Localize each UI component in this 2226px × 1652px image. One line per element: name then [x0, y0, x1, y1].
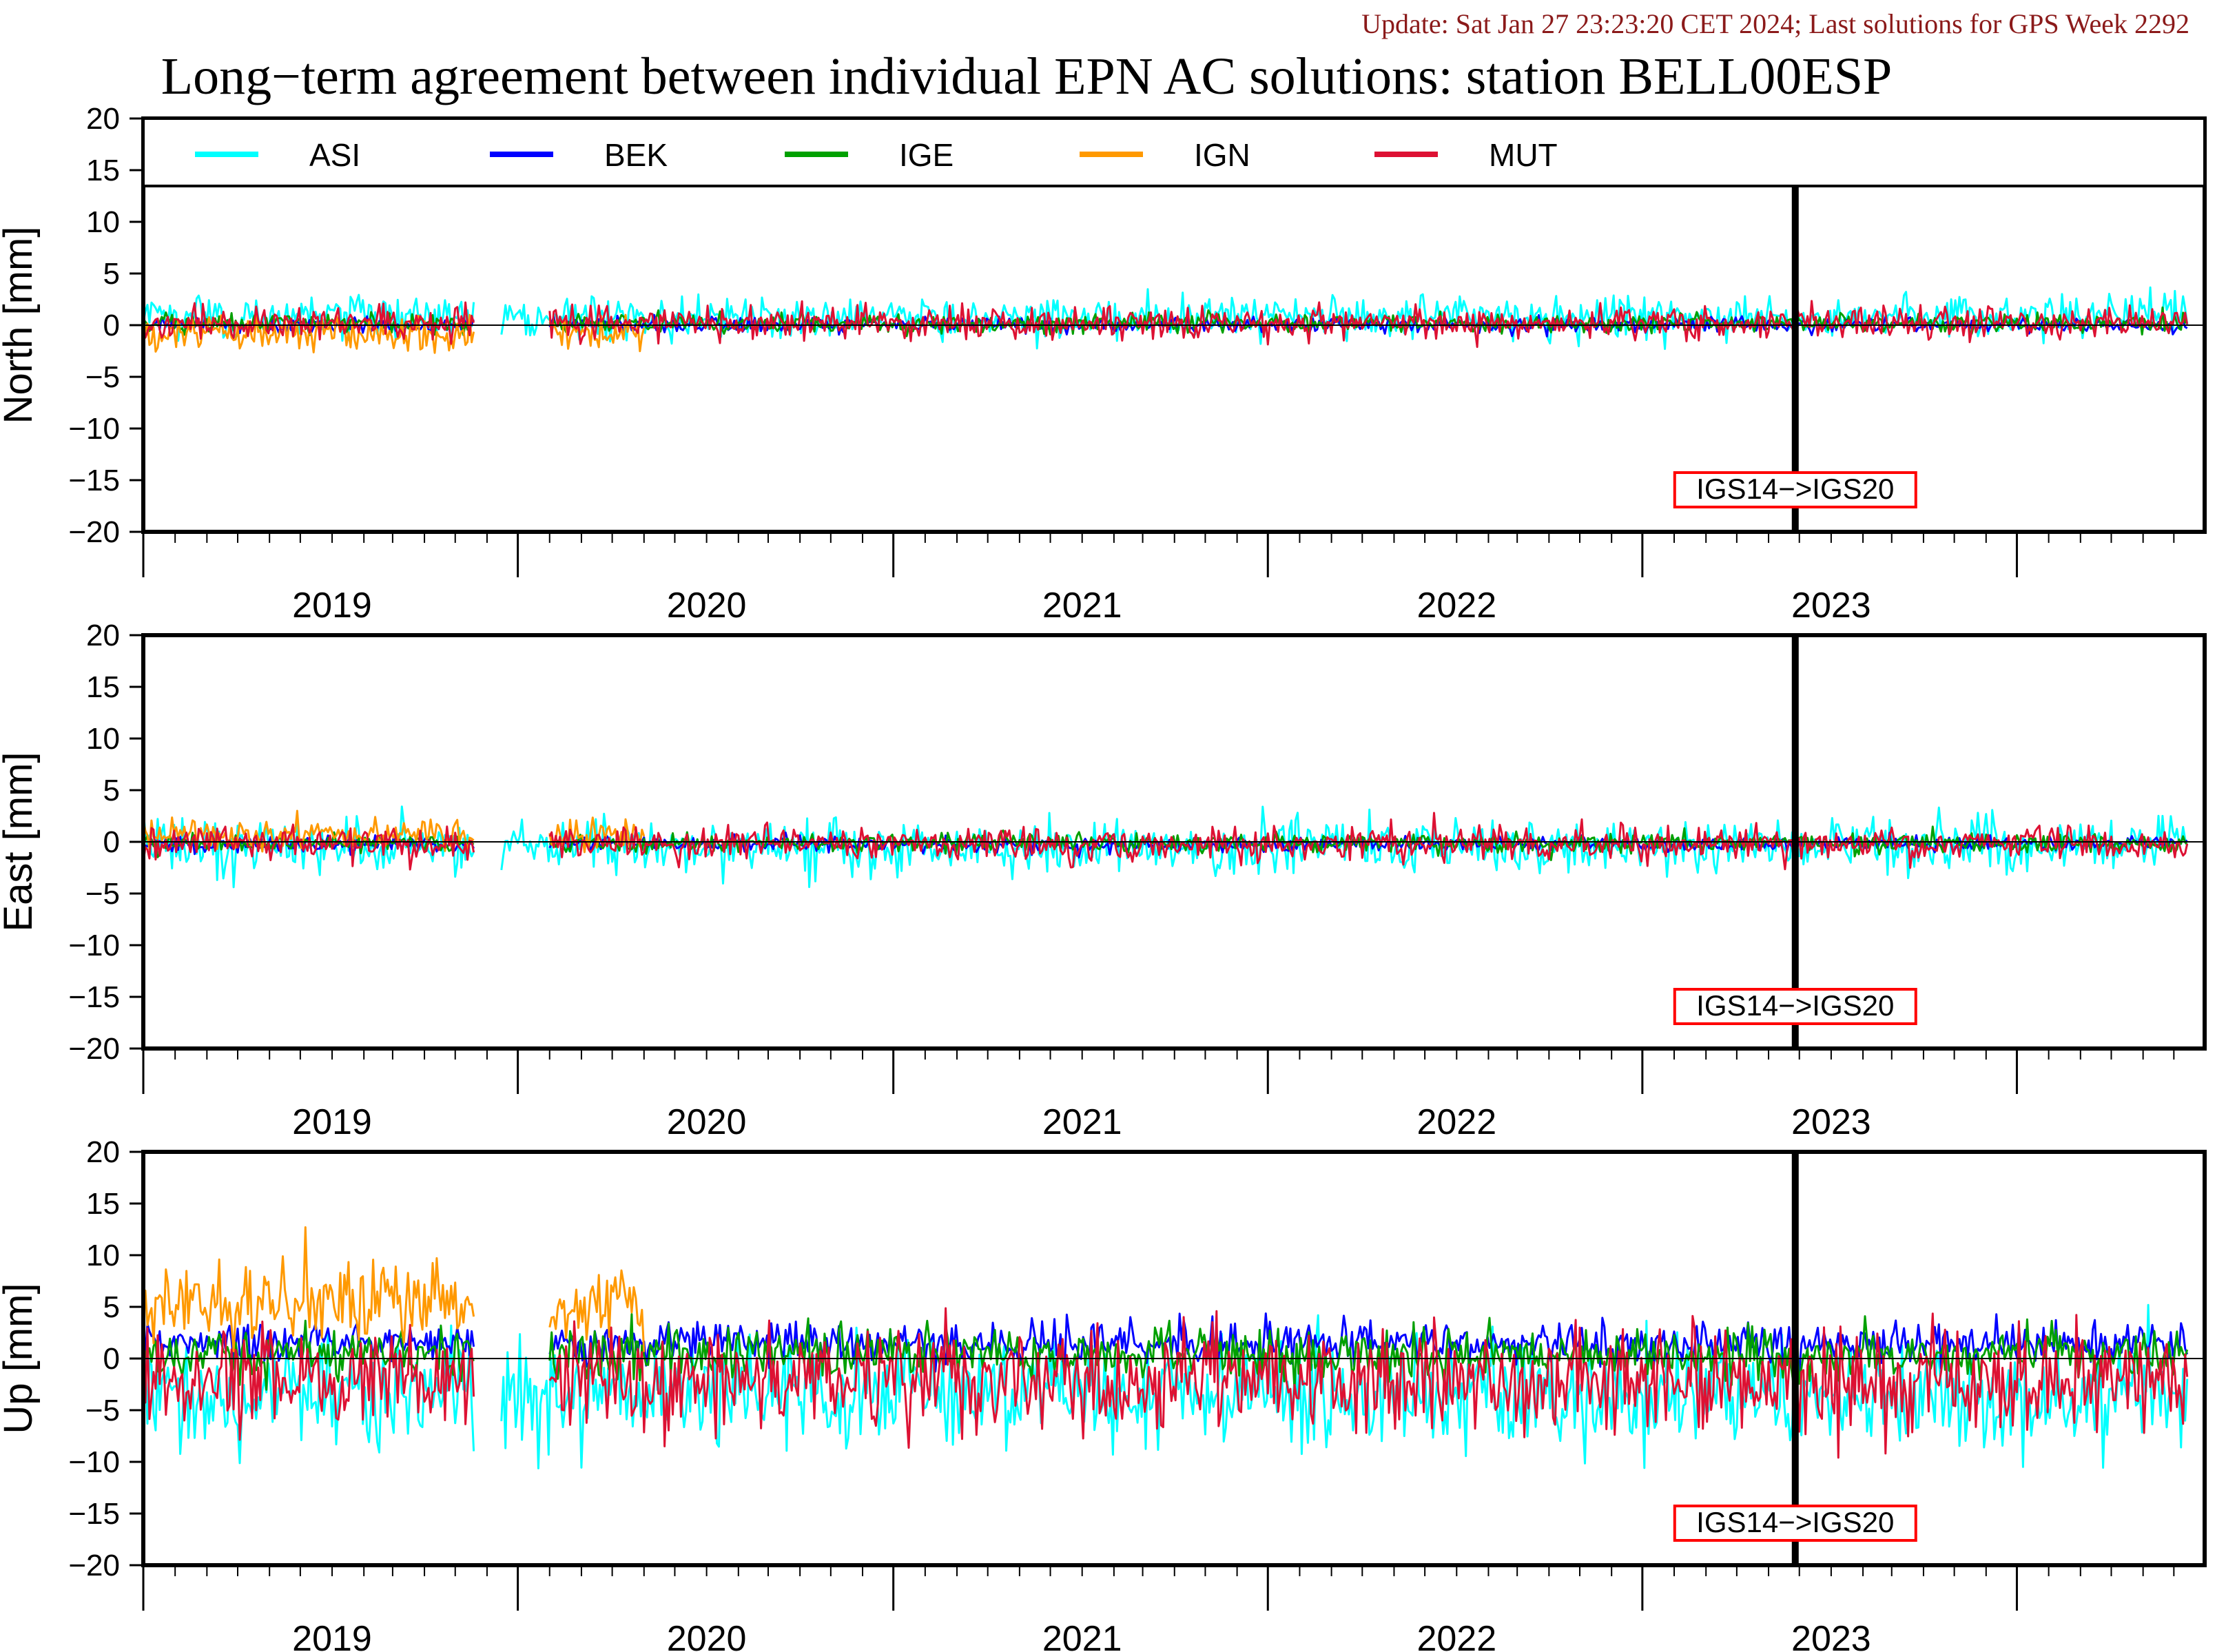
y-tick-label: −5 — [85, 1394, 120, 1427]
y-tick-label: 15 — [86, 1187, 120, 1221]
figure-title: Long−term agreement between individual E… — [161, 48, 1893, 105]
x-tick-label: 2022 — [1416, 1619, 1496, 1652]
legend-label-bek: BEK — [604, 137, 668, 173]
y-tick-label: 0 — [103, 309, 120, 342]
legend-label-mut: MUT — [1489, 137, 1558, 173]
y-tick-label: −15 — [68, 464, 120, 497]
y-axis-label: East [mm] — [0, 752, 41, 931]
series-line-mut — [143, 1307, 2189, 1459]
x-tick-label: 2021 — [1042, 1102, 1122, 1142]
series-group — [143, 805, 2189, 889]
y-tick-label: 5 — [103, 1290, 120, 1324]
x-tick-label: 2020 — [667, 1619, 747, 1652]
x-tick-label: 2022 — [1416, 1102, 1496, 1142]
update-text: Update: Sat Jan 27 23:23:20 CET 2024; La… — [1361, 8, 2189, 39]
x-tick-label: 2019 — [292, 1102, 372, 1142]
panel-up: 20 15 10 5 0 −5 −10 −15 −20 Up [mm] 2019 2020 2021 20… — [0, 1135, 2207, 1652]
y-tick-label: −20 — [68, 1032, 120, 1066]
legend-label-ign: IGN — [1194, 137, 1250, 173]
frame-change-box — [1673, 988, 1917, 1025]
frame-change-label: IGS14−>IGS20 — [1696, 1506, 1894, 1538]
legend-box — [142, 117, 2206, 187]
x-tick-label: 2023 — [1791, 1619, 1871, 1652]
legend: ASI BEK IGE IGN MUT — [142, 117, 2206, 187]
x-tick-label: 2023 — [1791, 1102, 1871, 1142]
frame-change-label: IGS14−>IGS20 — [1696, 473, 1894, 505]
y-tick-label: −10 — [68, 412, 120, 446]
y-tick-label: −5 — [85, 877, 120, 911]
x-tick-label: 2019 — [292, 1619, 372, 1652]
frame-change-box — [1673, 1505, 1917, 1542]
series-line-mut — [143, 812, 2189, 871]
y-tick-label: 0 — [103, 825, 120, 859]
y-tick-label: 10 — [86, 722, 120, 756]
frame-change-label: IGS14−>IGS20 — [1696, 989, 1894, 1022]
x-tick-label: 2022 — [1416, 586, 1496, 626]
y-tick-label: 5 — [103, 774, 120, 807]
x-tick-label: 2021 — [1042, 1619, 1122, 1652]
legend-label-asi: ASI — [309, 137, 360, 173]
y-tick-label: 10 — [86, 1239, 120, 1272]
series-group — [143, 1226, 2189, 1469]
y-tick-label: −5 — [85, 360, 120, 394]
legend-label-ige: IGE — [899, 137, 954, 173]
y-tick-label: 20 — [86, 102, 120, 136]
y-tick-label: 0 — [103, 1342, 120, 1376]
y-tick-label: 10 — [86, 205, 120, 239]
y-tick-label: −20 — [68, 515, 120, 549]
series-line-ign — [143, 1226, 646, 1352]
x-tick-label: 2021 — [1042, 586, 1122, 626]
panel-east: 20 15 10 5 0 −5 −10 −15 −20 East [mm] 2019 2020 2021… — [0, 619, 2207, 1142]
y-tick-label: −20 — [68, 1549, 120, 1582]
x-tick-label: 2023 — [1791, 586, 1871, 626]
y-tick-label: 15 — [86, 670, 120, 704]
y-tick-label: −10 — [68, 1445, 120, 1479]
panel-north: 20 15 10 5 0 −5 −10 −15 −20 North [mm] 2019 2020 202… — [0, 102, 2207, 626]
y-tick-label: 20 — [86, 619, 120, 652]
x-tick-label: 2020 — [667, 586, 747, 626]
y-tick-label: −15 — [68, 980, 120, 1014]
y-axis-label: Up [mm] — [0, 1283, 41, 1434]
y-axis-label: North [mm] — [0, 227, 41, 424]
series-group — [143, 286, 2189, 354]
series-line-mut — [143, 300, 2189, 349]
y-tick-label: 15 — [86, 154, 120, 187]
y-tick-label: −15 — [68, 1497, 120, 1531]
y-tick-label: 20 — [86, 1135, 120, 1169]
x-tick-label: 2020 — [667, 1102, 747, 1142]
y-tick-label: −10 — [68, 929, 120, 962]
y-tick-label: 5 — [103, 257, 120, 291]
x-tick-label: 2019 — [292, 586, 372, 626]
frame-change-box — [1673, 471, 1917, 508]
